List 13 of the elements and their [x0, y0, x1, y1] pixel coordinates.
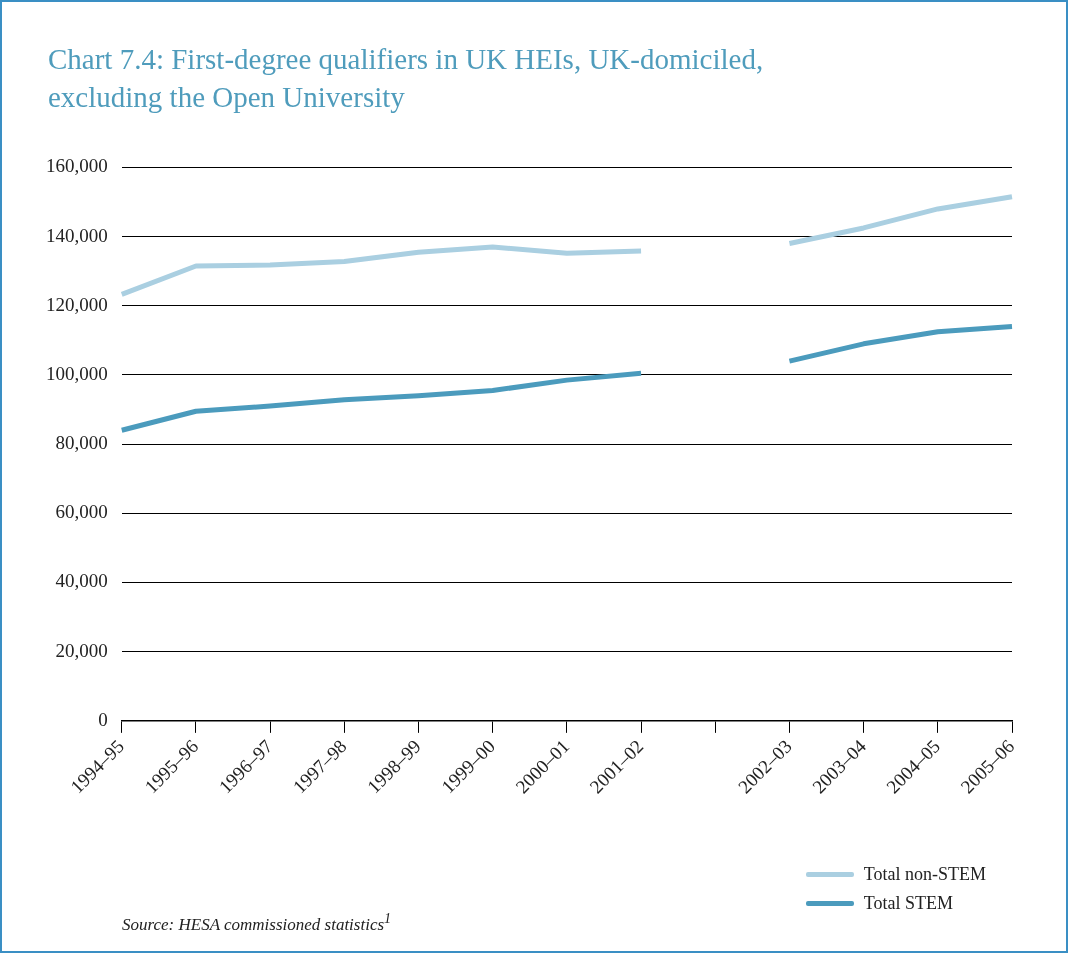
legend-label: Total non-STEM [863, 864, 986, 885]
y-tick-label: 100,000 [46, 362, 108, 384]
y-tick-label: 40,000 [55, 570, 108, 592]
y-tick-label: 80,000 [55, 432, 108, 454]
y-tick-label: 140,000 [46, 224, 108, 246]
y-tick-label: 0 [98, 708, 108, 730]
y-tick-label: 60,000 [55, 501, 108, 523]
y-tick-label: 120,000 [46, 293, 108, 315]
chart-title: Chart 7.4: First-degree qualifiers in UK HEIs, UK-domiciled, excluding the Open University [48, 42, 765, 115]
y-tick-label: 160,000 [46, 155, 108, 177]
y-tick-label: 20,000 [55, 639, 108, 661]
source-note: Source: HESA commissioned statistics$^{1}$ [122, 910, 392, 935]
legend-label: Total STEM [863, 893, 954, 914]
